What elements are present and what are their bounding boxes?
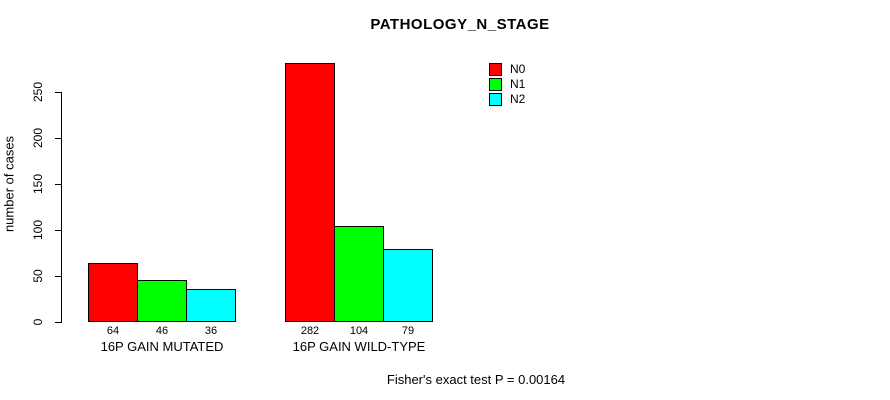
bar-n1-group1 bbox=[137, 279, 187, 322]
y-axis-tick bbox=[55, 138, 61, 139]
y-axis-tick bbox=[55, 276, 61, 277]
bar-n2-group2 bbox=[383, 249, 433, 322]
y-axis-tick bbox=[55, 92, 61, 93]
y-tick-label: 250 bbox=[31, 81, 45, 103]
legend-swatch-n1 bbox=[489, 78, 502, 91]
bar-n1-group2 bbox=[334, 226, 384, 322]
legend: N0 N1 N2 bbox=[489, 63, 525, 106]
bar-n2-group1 bbox=[186, 288, 236, 322]
y-tick-label: 50 bbox=[31, 269, 45, 283]
bar-value-label: 79 bbox=[401, 325, 415, 337]
y-axis-tick bbox=[55, 230, 61, 231]
legend-label-n2: N2 bbox=[510, 92, 526, 106]
y-axis-title: number of cases bbox=[1, 135, 17, 233]
x-category-label: 16P GAIN WILD-TYPE bbox=[292, 339, 426, 354]
chart-title: PATHOLOGY_N_STAGE bbox=[370, 16, 550, 33]
stat-test-annotation: Fisher's exact test P = 0.00164 bbox=[386, 372, 566, 387]
y-tick-label: 0 bbox=[31, 318, 45, 326]
y-axis-tick bbox=[55, 184, 61, 185]
bar-n0-group2 bbox=[285, 62, 335, 322]
bar-value-label: 104 bbox=[349, 325, 369, 337]
legend-item-n1: N1 bbox=[489, 78, 525, 91]
bar-value-label: 64 bbox=[106, 325, 120, 337]
legend-label-n1: N1 bbox=[510, 77, 526, 91]
legend-item-n0: N0 bbox=[489, 63, 525, 76]
y-tick-label: 100 bbox=[31, 219, 45, 241]
bar-value-label: 46 bbox=[155, 325, 169, 337]
y-tick-label: 150 bbox=[31, 173, 45, 195]
legend-swatch-n2 bbox=[489, 93, 502, 106]
bar-value-label: 282 bbox=[300, 325, 320, 337]
bar-value-label: 36 bbox=[204, 325, 218, 337]
legend-item-n2: N2 bbox=[489, 93, 525, 106]
bar-n0-group1 bbox=[88, 263, 138, 322]
y-tick-label: 200 bbox=[31, 127, 45, 149]
x-category-label: 16P GAIN MUTATED bbox=[100, 339, 224, 354]
y-axis-line bbox=[61, 92, 62, 323]
legend-swatch-n0 bbox=[489, 63, 502, 76]
legend-label-n0: N0 bbox=[510, 62, 526, 76]
y-axis-tick bbox=[55, 322, 61, 323]
